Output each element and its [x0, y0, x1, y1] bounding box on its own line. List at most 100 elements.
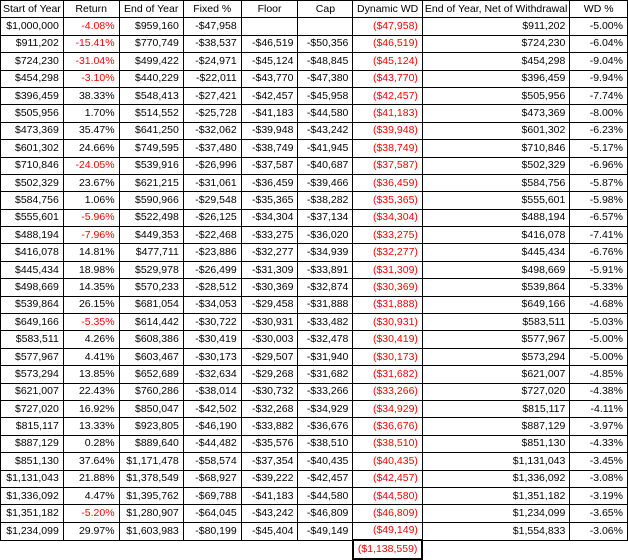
cell-start-of-year[interactable]: $1,234,099: [0, 521, 64, 541]
cell-fixed-pct[interactable]: -$26,125: [182, 208, 242, 228]
cell-cap[interactable]: -$31,940: [297, 347, 354, 367]
cell-floor[interactable]: -$45,124: [240, 52, 299, 71]
cell-fixed-pct[interactable]: -$22,011: [182, 69, 242, 88]
cell-cap[interactable]: -$38,510: [297, 434, 354, 454]
cell-end-of-year[interactable]: $641,250: [118, 121, 184, 141]
cell-cap[interactable]: -$49,149: [297, 521, 354, 541]
cell-end-of-year-net[interactable]: $505,956: [421, 86, 571, 106]
cell-return[interactable]: 4.47%: [62, 486, 120, 506]
cell-fixed-pct[interactable]: -$22,468: [182, 226, 242, 245]
cell-dynamic-wd[interactable]: ($43,770): [352, 69, 423, 88]
cell-end-of-year-net[interactable]: $724,230: [421, 34, 571, 54]
cell-floor[interactable]: -$29,507: [240, 347, 299, 367]
cell-end-of-year[interactable]: $850,047: [118, 399, 184, 419]
cell-end-of-year[interactable]: $522,498: [118, 208, 184, 228]
cell-fixed-pct[interactable]: -$68,927: [182, 469, 242, 488]
cell-floor[interactable]: -$37,354: [240, 452, 299, 471]
cell-dynamic-wd[interactable]: ($30,369): [352, 278, 423, 297]
cell-return[interactable]: 22.43%: [62, 382, 120, 401]
cell-end-of-year[interactable]: $621,215: [118, 173, 184, 193]
cell-return[interactable]: -5.20%: [62, 504, 120, 523]
cell-floor[interactable]: -$41,183: [240, 486, 299, 506]
cell-fixed-pct[interactable]: -$69,788: [182, 486, 242, 506]
cell-start-of-year[interactable]: $445,434: [0, 260, 64, 280]
cell-wd-pct[interactable]: -3.65%: [569, 504, 628, 523]
cell-return[interactable]: 24.66%: [62, 139, 120, 158]
cell-end-of-year[interactable]: $449,353: [118, 226, 184, 245]
cell-dynamic-wd[interactable]: ($31,888): [352, 295, 423, 315]
cell-dynamic-wd[interactable]: ($34,929): [352, 399, 423, 419]
cell-floor[interactable]: -$33,882: [240, 417, 299, 436]
cell-wd-pct[interactable]: -6.57%: [569, 208, 628, 228]
cell-start-of-year[interactable]: $498,669: [0, 278, 64, 297]
cell-floor[interactable]: -$36,459: [240, 173, 299, 193]
cell-start-of-year[interactable]: $416,078: [0, 243, 64, 262]
cell-floor[interactable]: -$30,931: [240, 313, 299, 332]
cell-end-of-year[interactable]: $608,386: [118, 330, 184, 349]
cell-fixed-pct[interactable]: -$34,053: [182, 295, 242, 315]
cell-cap[interactable]: -$31,682: [297, 365, 354, 384]
cell-dynamic-wd[interactable]: ($33,266): [352, 382, 423, 401]
cell-fixed-pct[interactable]: -$42,502: [182, 399, 242, 419]
cell-cap[interactable]: -$48,845: [297, 52, 354, 71]
cell-wd-pct[interactable]: -7.74%: [569, 86, 628, 106]
cell-start-of-year[interactable]: $887,129: [0, 434, 64, 454]
cell-wd-pct[interactable]: -6.23%: [569, 121, 628, 141]
cell-wd-pct[interactable]: -4.68%: [569, 295, 628, 315]
cell-end-of-year-net[interactable]: $1,234,099: [421, 504, 571, 523]
total-dynamic-wd-cell[interactable]: ($1,138,559): [351, 539, 424, 560]
cell-end-of-year[interactable]: $539,916: [118, 156, 184, 175]
cell-fixed-pct[interactable]: -$37,480: [182, 139, 242, 158]
cell-cap[interactable]: -$44,580: [297, 486, 354, 506]
header-end-of-year-net[interactable]: End of Year, Net of Withdrawal: [421, 0, 571, 19]
cell-return[interactable]: 21.88%: [62, 469, 120, 488]
cell-start-of-year[interactable]: $724,230: [0, 52, 64, 71]
cell-cap[interactable]: -$45,958: [297, 86, 354, 106]
cell-end-of-year[interactable]: $548,413: [118, 86, 184, 106]
cell-floor[interactable]: -$35,576: [240, 434, 299, 454]
cell-cap[interactable]: -$50,356: [297, 34, 354, 54]
cell-fixed-pct[interactable]: -$30,173: [182, 347, 242, 367]
cell-dynamic-wd[interactable]: ($31,309): [352, 260, 423, 280]
cell-return[interactable]: 14.81%: [62, 243, 120, 262]
cell-dynamic-wd[interactable]: ($34,304): [352, 208, 423, 228]
cell-end-of-year-net[interactable]: $887,129: [421, 417, 571, 436]
cell-end-of-year-net[interactable]: $815,117: [421, 399, 571, 419]
cell-floor[interactable]: -$30,003: [240, 330, 299, 349]
cell-end-of-year-net[interactable]: $539,864: [421, 278, 571, 297]
cell-end-of-year[interactable]: $499,422: [118, 52, 184, 71]
cell-end-of-year-net[interactable]: $621,007: [421, 365, 571, 384]
cell-dynamic-wd[interactable]: ($30,931): [352, 313, 423, 332]
cell-wd-pct[interactable]: -4.33%: [569, 434, 628, 454]
cell-floor[interactable]: -$29,458: [240, 295, 299, 315]
cell-end-of-year-net[interactable]: $396,459: [421, 69, 571, 88]
cell-start-of-year[interactable]: $454,298: [0, 69, 64, 88]
cell-end-of-year-net[interactable]: $445,434: [421, 243, 571, 262]
cell-wd-pct[interactable]: -7.41%: [569, 226, 628, 245]
cell-end-of-year[interactable]: $770,749: [118, 34, 184, 54]
cell-dynamic-wd[interactable]: ($33,275): [352, 226, 423, 245]
cell-end-of-year-net[interactable]: $416,078: [421, 226, 571, 245]
header-fixed-pct[interactable]: Fixed %: [182, 0, 242, 19]
cell-fixed-pct[interactable]: -$44,482: [182, 434, 242, 454]
cell-dynamic-wd[interactable]: ($44,580): [352, 486, 423, 506]
cell-floor[interactable]: -$29,268: [240, 365, 299, 384]
cell-wd-pct[interactable]: -5.00%: [569, 330, 628, 349]
cell-floor[interactable]: -$39,222: [240, 469, 299, 488]
cell-dynamic-wd[interactable]: ($47,958): [352, 17, 423, 36]
header-end-of-year[interactable]: End of Year: [118, 0, 184, 19]
cell-end-of-year[interactable]: $614,442: [118, 313, 184, 332]
cell-cap[interactable]: -$36,020: [297, 226, 354, 245]
cell-floor[interactable]: -$32,277: [240, 243, 299, 262]
cell-wd-pct[interactable]: -6.76%: [569, 243, 628, 262]
cell-wd-pct[interactable]: -8.00%: [569, 104, 628, 123]
cell-fixed-pct[interactable]: -$26,499: [182, 260, 242, 280]
cell-end-of-year[interactable]: $681,054: [118, 295, 184, 315]
cell-start-of-year[interactable]: $911,202: [0, 34, 64, 54]
cell-floor[interactable]: -$30,732: [240, 382, 299, 401]
cell-floor[interactable]: -$43,242: [240, 504, 299, 523]
cell-end-of-year-net[interactable]: $1,131,043: [421, 452, 571, 471]
cell-dynamic-wd[interactable]: ($36,459): [352, 173, 423, 193]
cell-floor[interactable]: -$34,304: [240, 208, 299, 228]
cell-start-of-year[interactable]: $505,956: [0, 104, 64, 123]
